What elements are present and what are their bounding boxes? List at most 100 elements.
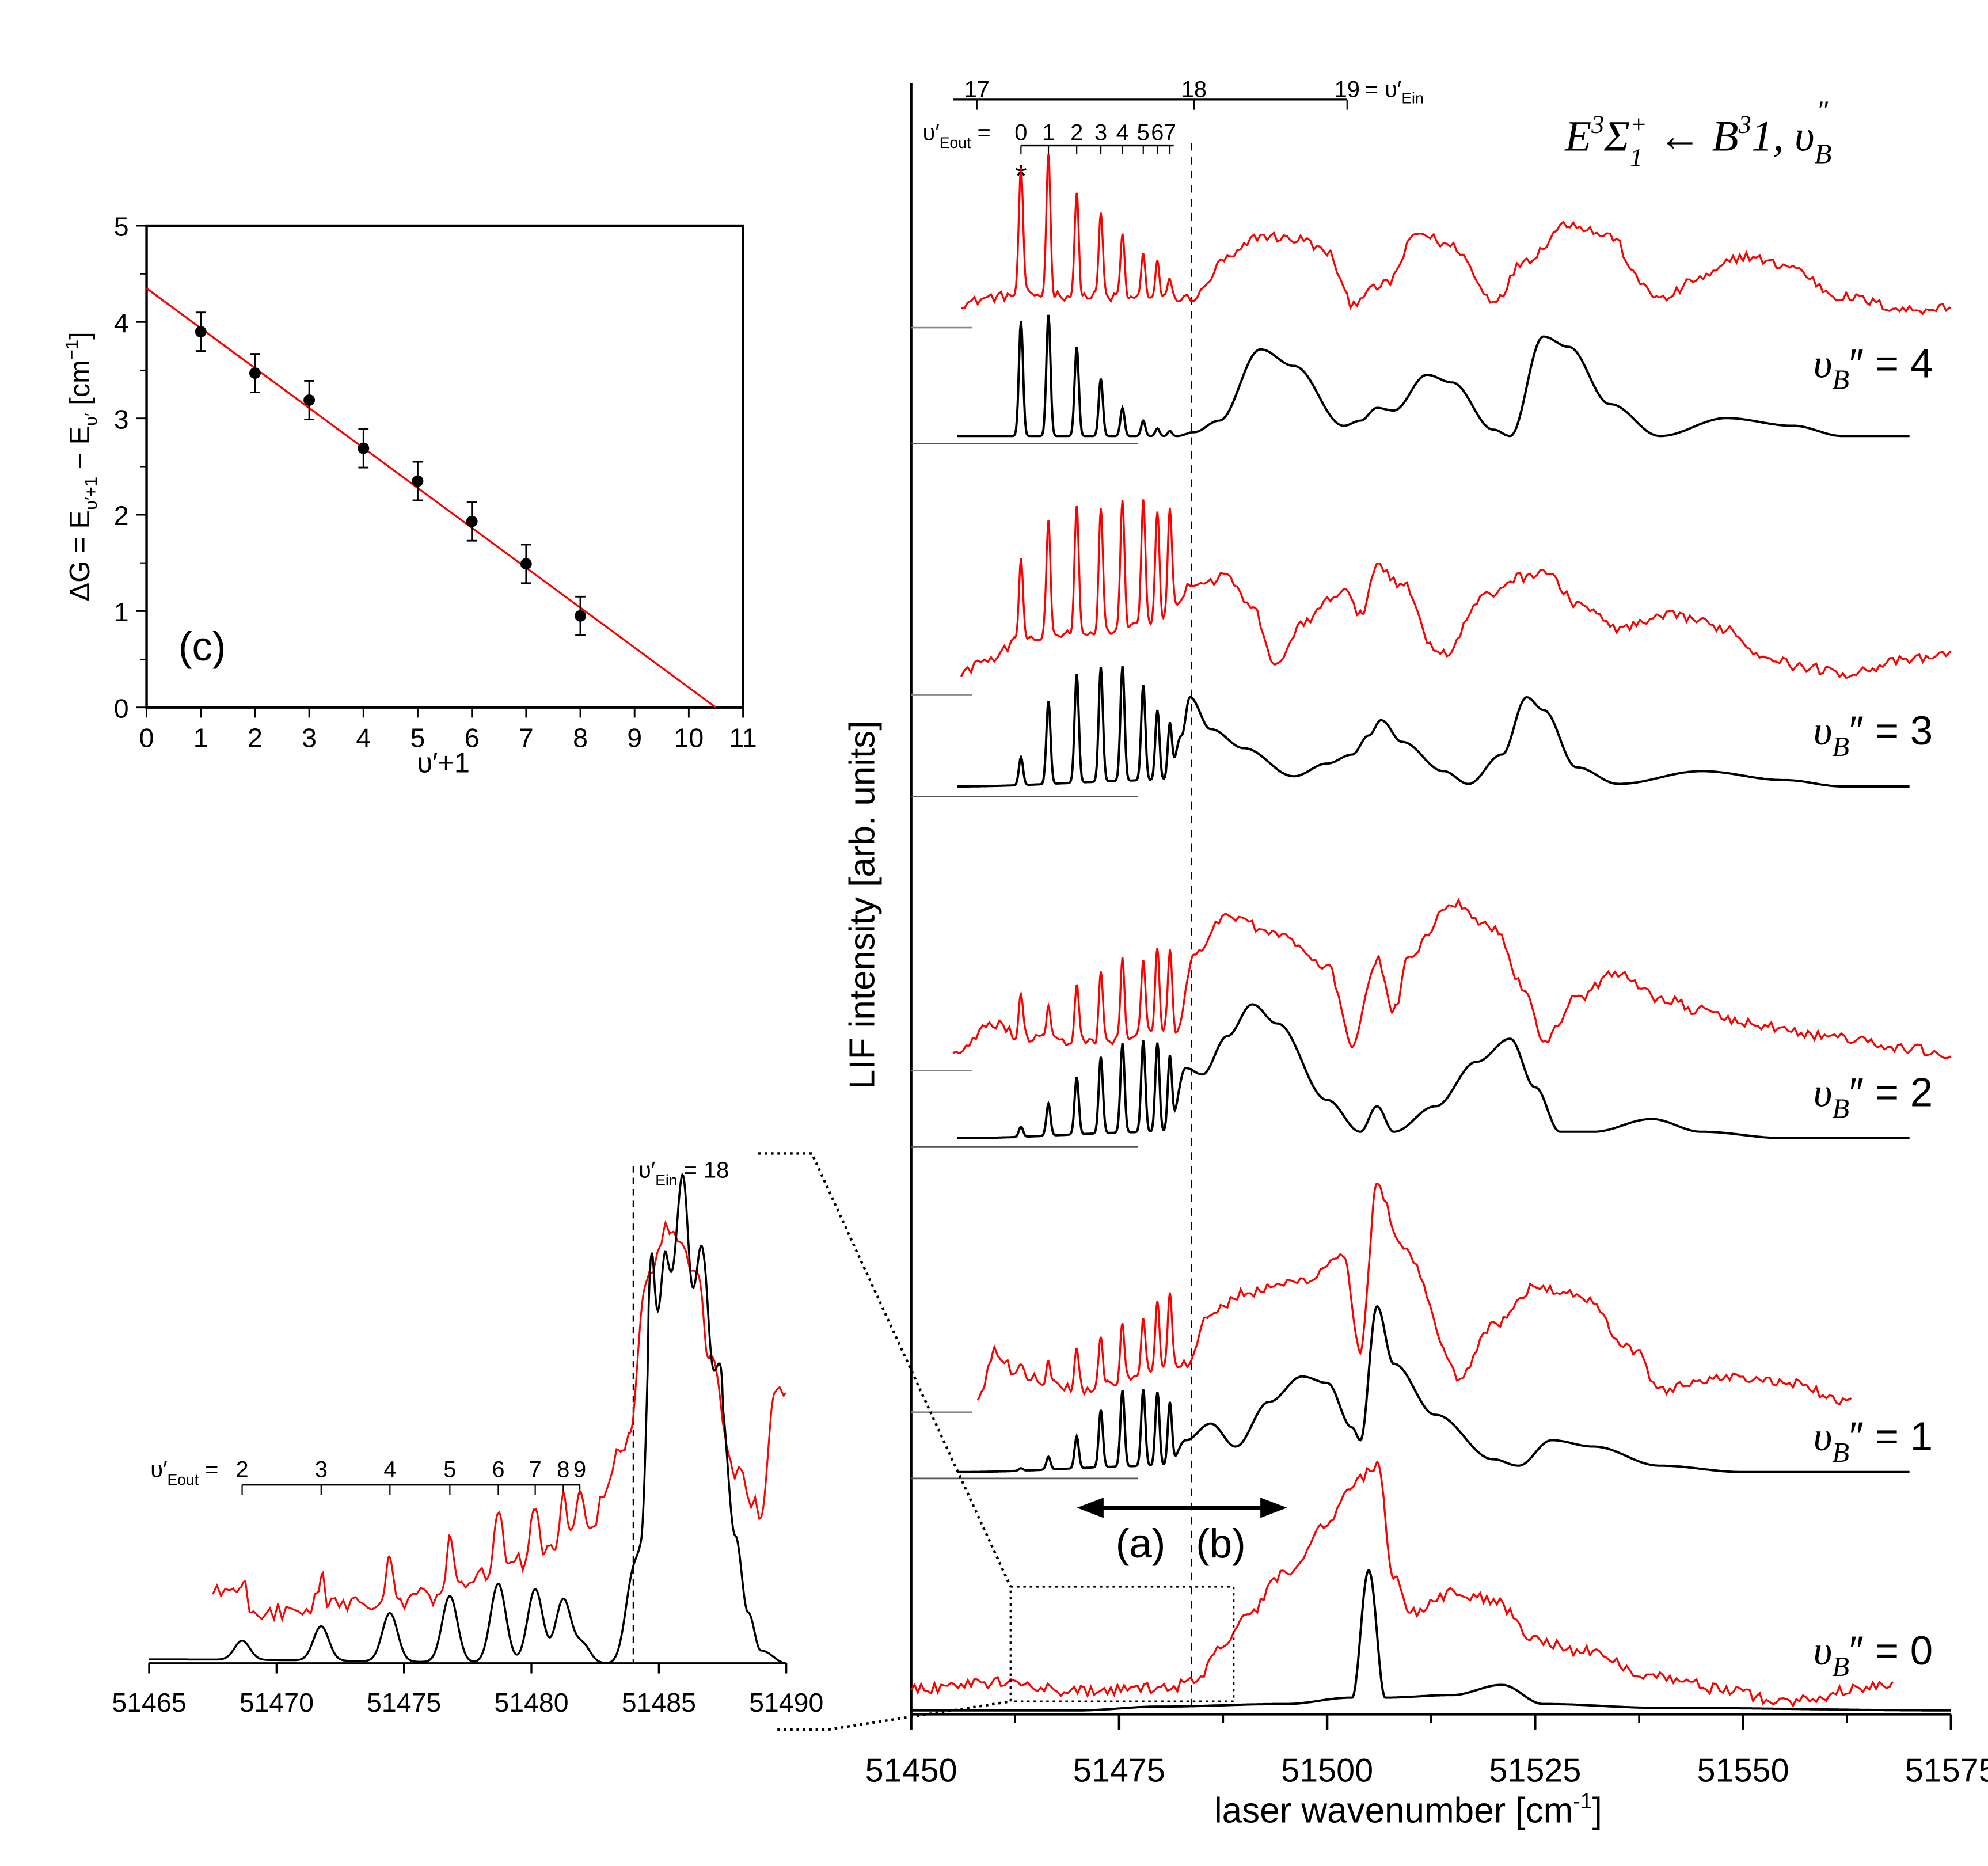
experimental-spectrum-v4	[961, 154, 1952, 316]
experimental-spectrum-v0	[910, 1460, 1894, 1708]
inset-eout-label: 9	[573, 1457, 586, 1483]
inset-x-tick-label: 51480	[494, 1688, 568, 1717]
ein-scale-suffix: = υ′Ein	[1365, 77, 1424, 107]
main-x-ticks: 51450 51475 51500 51525 51550 51575	[865, 1714, 1988, 1789]
inset-eout-label: 3	[315, 1457, 328, 1483]
experimental-spectrum-v3	[960, 499, 1952, 679]
data-point	[466, 515, 478, 527]
panel-c-y-tick-label: 0	[114, 693, 129, 723]
inset-x-tick-label: 51490	[749, 1688, 823, 1717]
data-point	[195, 326, 207, 338]
panel-c-y-tick-label: 4	[114, 308, 129, 338]
region-arrow: (a) (b)	[1077, 1498, 1287, 1567]
data-point	[412, 475, 424, 487]
data-point	[520, 558, 532, 570]
panel-c-x-label: υ′+1	[417, 748, 470, 779]
ein-scale-label: 19	[1335, 77, 1360, 102]
simulated-spectrum-v0	[911, 1568, 1951, 1712]
zoom-region-box	[1009, 1586, 1235, 1702]
eout-scale-label: 4	[1116, 120, 1129, 146]
simulated-spectrum-v1	[957, 1305, 1910, 1473]
inset-eout-prefix: υ′Eout =	[150, 1457, 218, 1488]
panel-c-x-tick-label: 8	[573, 723, 588, 753]
data-point	[249, 367, 261, 379]
region-b-label: (b)	[1196, 1521, 1246, 1567]
main-x-tick-label: 51475	[1073, 1753, 1165, 1789]
spectra-traces: υB″ = 4 υB″ = 3 υB″ = 2 υB″ = 1 υB″ = 0	[910, 154, 1952, 1712]
simulated-spectrum-v2	[957, 1003, 1910, 1139]
zoom-connector-bottom	[777, 1700, 1011, 1731]
data-point	[575, 610, 586, 622]
panel-c-y-label: ΔG = Eυ′+1 − Eυ′ [cm−1]	[62, 332, 101, 601]
series-label-v1: υB″ = 1	[1814, 1414, 1933, 1468]
panel-c-y-tick-label: 5	[114, 212, 129, 242]
main-x-tick-label: 51500	[1281, 1753, 1373, 1789]
arrow-right-icon	[1260, 1498, 1287, 1518]
region-a-label: (a)	[1116, 1521, 1166, 1567]
ein-scale-label: 17	[964, 77, 990, 102]
series-label-v3: υB″ = 3	[1814, 708, 1933, 762]
linear-fit-line	[146, 287, 717, 709]
inset-eout-label: 4	[383, 1457, 396, 1483]
panel-c-x-tick-label: 7	[519, 723, 534, 753]
main-x-tick-label: 51450	[865, 1753, 957, 1789]
panel-c-frame	[145, 224, 744, 709]
eout-scale-label: 3	[1094, 120, 1107, 146]
zoom-inset-panel: 51465 51470 51475 51480 51485 51490 2 3 4 5 6 7 8 9 υ…	[112, 1157, 823, 1717]
eout-scale-label: 0	[1014, 120, 1027, 146]
panel-c-x-tick-label: 1	[193, 723, 208, 753]
inset-ein-label: υ′Ein = 18	[638, 1157, 729, 1188]
inset-eout-label: 2	[235, 1457, 248, 1483]
panel-c-points	[195, 311, 586, 636]
data-point	[358, 442, 370, 454]
experimental-spectrum-v2	[952, 898, 1952, 1059]
inset-x-ticks: 51465 51470 51475 51480 51485 51490	[112, 1663, 823, 1717]
eout-scale-label: 6	[1151, 120, 1164, 146]
series-label-v2: υB″ = 2	[1814, 1070, 1933, 1124]
eout-scale-label: 7	[1164, 120, 1176, 146]
arrow-left-icon	[1077, 1498, 1104, 1518]
panel-c-x-tick-label: 10	[674, 723, 704, 753]
inset-eout-scale: 2 3 4 5 6 7 8 9 υ′Eout = υ′Ein = 18	[150, 1157, 729, 1495]
zoom-connector-top	[758, 1152, 1012, 1587]
panel-c-x-tick-label: 4	[356, 723, 371, 753]
inset-experimental-spectrum	[212, 1219, 787, 1623]
main-x-tick-label: 51575	[1905, 1753, 1988, 1789]
panel-c-x-tick-label: 3	[302, 723, 317, 753]
eout-scale-label: 1	[1042, 120, 1055, 146]
inset-x-tick-label: 51465	[112, 1688, 186, 1717]
simulated-spectrum-v4	[957, 314, 1910, 438]
eout-scale-label: 2	[1070, 120, 1083, 146]
panel-c-x-tick-label: 6	[465, 723, 480, 753]
inset-eout-label: 6	[492, 1457, 504, 1483]
simulated-spectrum-v3	[957, 666, 1910, 788]
series-label-v4: υB″ = 4	[1814, 341, 1933, 395]
panel-c-x-tick-label: 5	[410, 723, 425, 753]
main-spectra-panel: 51450 51475 51500 51525 51550 51575 laser wav…	[758, 77, 1988, 1830]
inset-simulated-spectrum	[149, 1172, 786, 1664]
panel-c-x-tick-label: 2	[248, 723, 263, 753]
inset-x-tick-label: 51485	[622, 1688, 696, 1717]
inset-eout-label: 5	[443, 1457, 456, 1483]
inset-eout-label: 8	[557, 1457, 569, 1483]
panel-c-x-tick-label: 0	[139, 723, 154, 753]
main-x-label: laser wavenumber [cm-1]	[1214, 1789, 1602, 1830]
ein-scale-label: 18	[1181, 77, 1207, 102]
main-y-label: LIF intensity [arb. units]	[842, 720, 882, 1089]
panel-c-y-tick-label: 2	[114, 501, 129, 531]
panel-c: 0 1 2 3 4 5 6 7 8 9 10 11 0 1 2 3 4 5 (c) υ′+1 ΔG = Eυ′+1…	[62, 212, 757, 779]
inset-x-tick-label: 51475	[367, 1688, 441, 1717]
chart-title: E3Σ1+ ← B31, υB″	[1564, 95, 1831, 172]
main-x-tick-label: 51550	[1697, 1753, 1789, 1789]
series-label-v0: υB″ = 0	[1814, 1628, 1933, 1682]
inset-x-tick-label: 51470	[240, 1688, 314, 1717]
panel-c-x-tick-label: 11	[729, 723, 757, 753]
panel-c-y-tick-label: 3	[114, 404, 129, 434]
data-point	[303, 394, 316, 406]
eout-scale-label: 5	[1137, 120, 1150, 146]
eout-scale-prefix: υ′Eout =	[923, 120, 991, 151]
experimental-spectrum-v1	[976, 1182, 1852, 1406]
panel-c-label: (c)	[178, 624, 226, 670]
